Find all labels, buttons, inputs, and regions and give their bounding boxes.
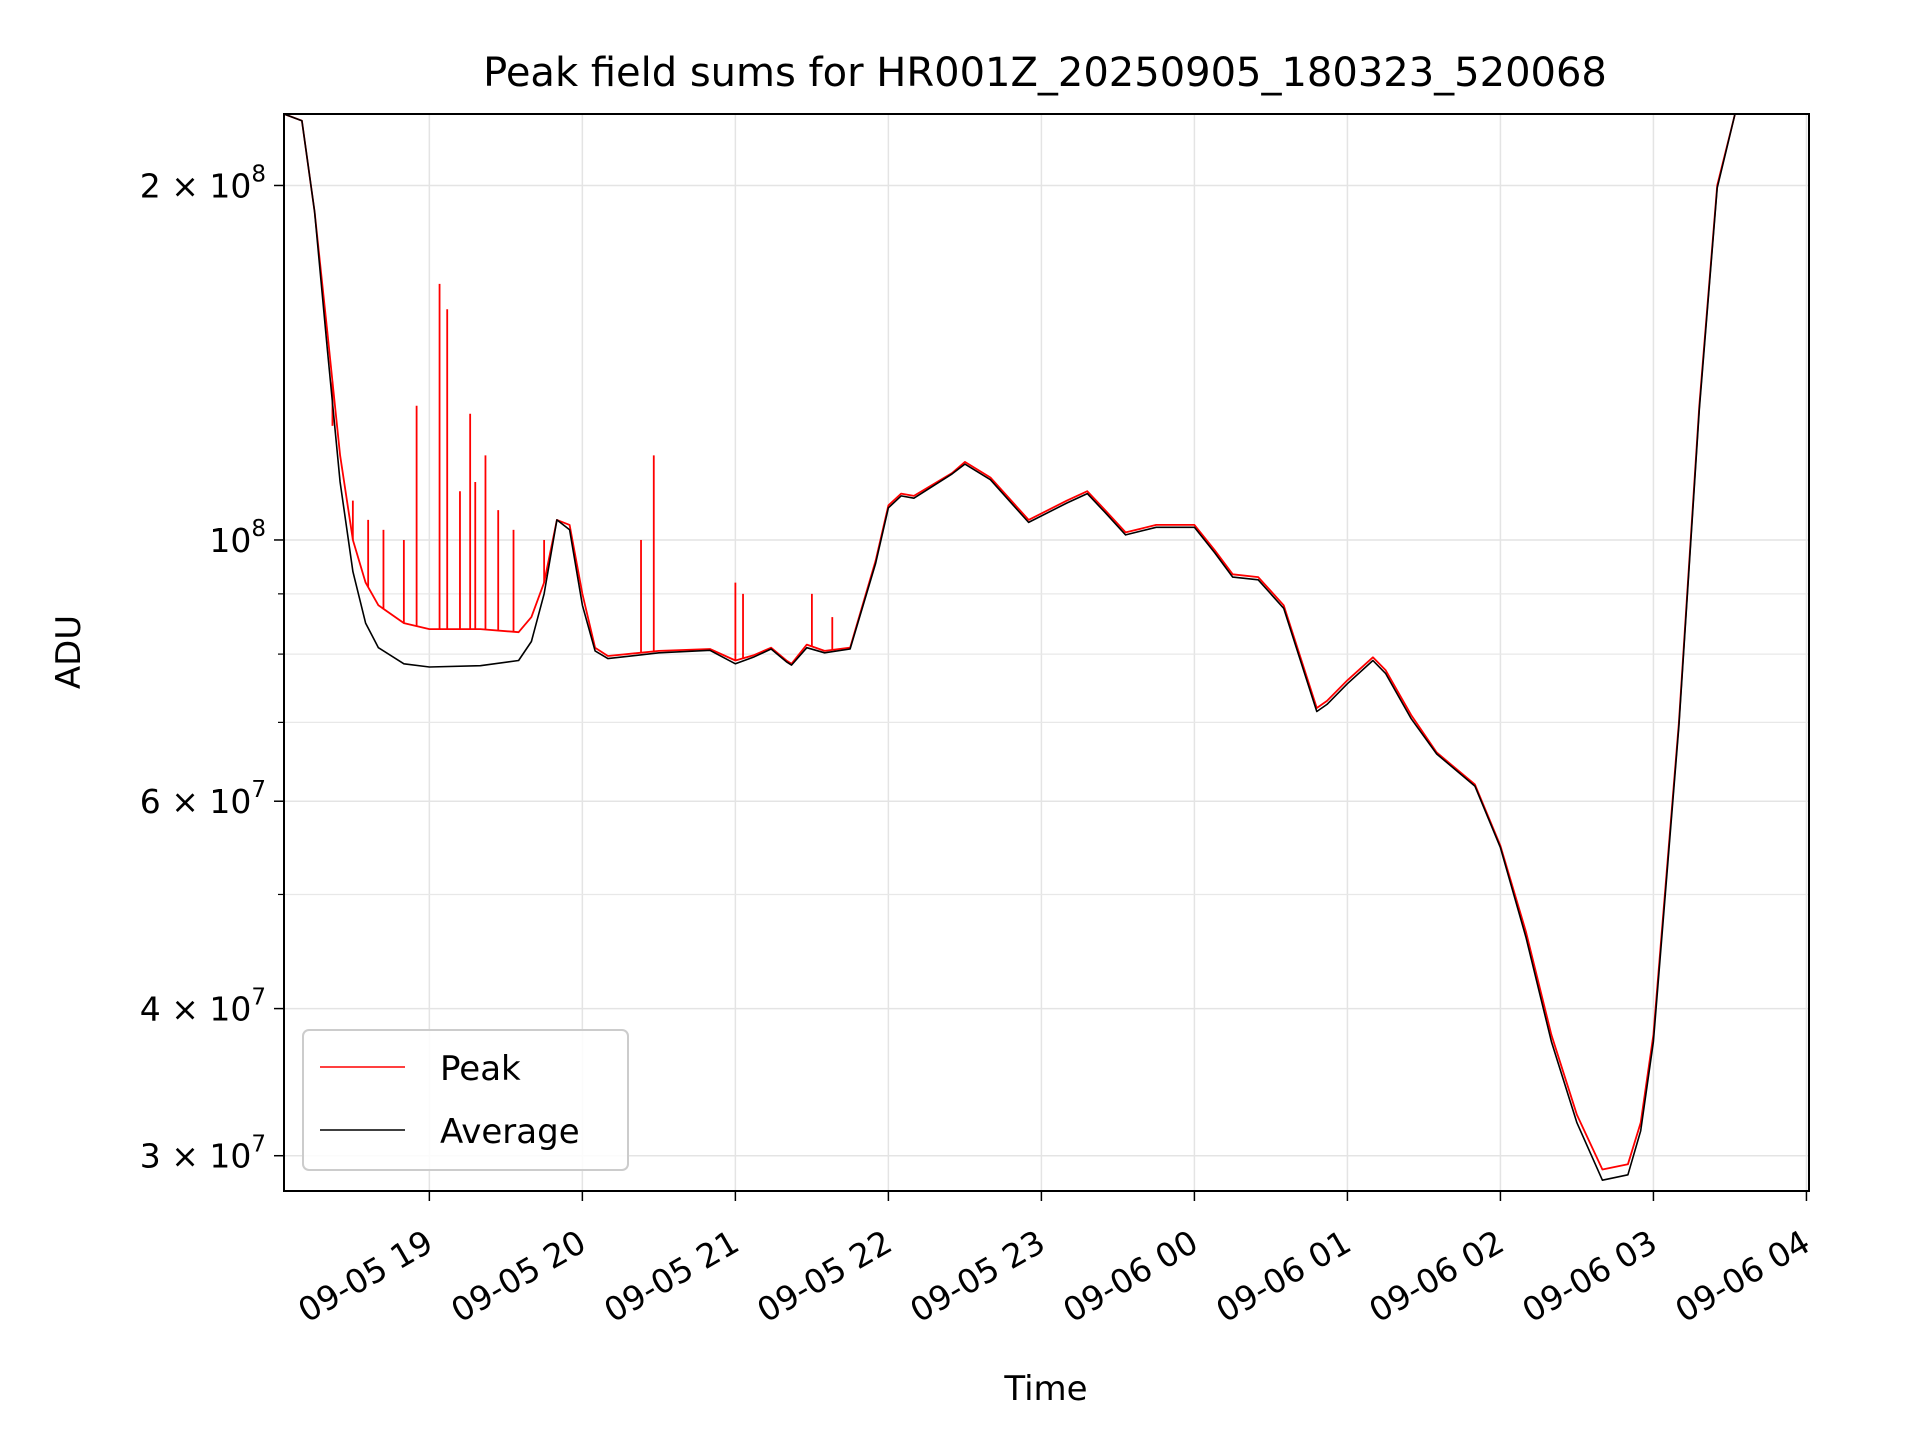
y-axis: 3 × 107 4 × 107 6 × 107 108 2 × 108 <box>140 161 284 1176</box>
y-tick-label: 3 × 107 <box>140 1132 266 1176</box>
legend-peak-label: Peak <box>440 1049 521 1089</box>
x-tick-label: 09-05 23 <box>903 1222 1051 1330</box>
x-tick-label: 09-06 00 <box>1056 1222 1204 1330</box>
chart-title: Peak field sums for HR001Z_20250905_1803… <box>483 50 1607 96</box>
y-tick-label: 108 <box>209 516 266 560</box>
legend-box <box>302 1029 629 1171</box>
x-tick-label: 09-05 20 <box>444 1222 592 1330</box>
series-line-average <box>284 114 1809 1181</box>
plot-frame <box>283 113 1810 1192</box>
y-tick-label: 4 × 107 <box>140 985 266 1029</box>
x-tick-label: 09-06 04 <box>1668 1222 1816 1330</box>
x-axis-label: Time <box>1003 1369 1087 1409</box>
x-tick-label: 09-05 19 <box>291 1222 439 1330</box>
legend-average-label: Average <box>440 1112 580 1152</box>
series-line-peak <box>284 114 1809 1171</box>
x-tick-label: 09-06 03 <box>1515 1222 1663 1330</box>
series-layer <box>284 114 1809 1181</box>
x-tick-label: 09-06 01 <box>1209 1222 1357 1330</box>
x-axis: 09-05 19 09-05 20 09-05 21 09-05 22 09-05 23… <box>291 1191 1816 1330</box>
y-tick-label: 2 × 108 <box>140 161 266 205</box>
x-tick-label: 09-05 22 <box>750 1222 898 1330</box>
y-tick-label: 6 × 107 <box>140 777 266 821</box>
x-tick-label: 09-06 02 <box>1362 1222 1510 1330</box>
y-axis-label: ADU <box>49 615 89 689</box>
legend: Peak Average <box>302 1029 629 1171</box>
x-tick-label: 09-05 21 <box>597 1222 745 1330</box>
